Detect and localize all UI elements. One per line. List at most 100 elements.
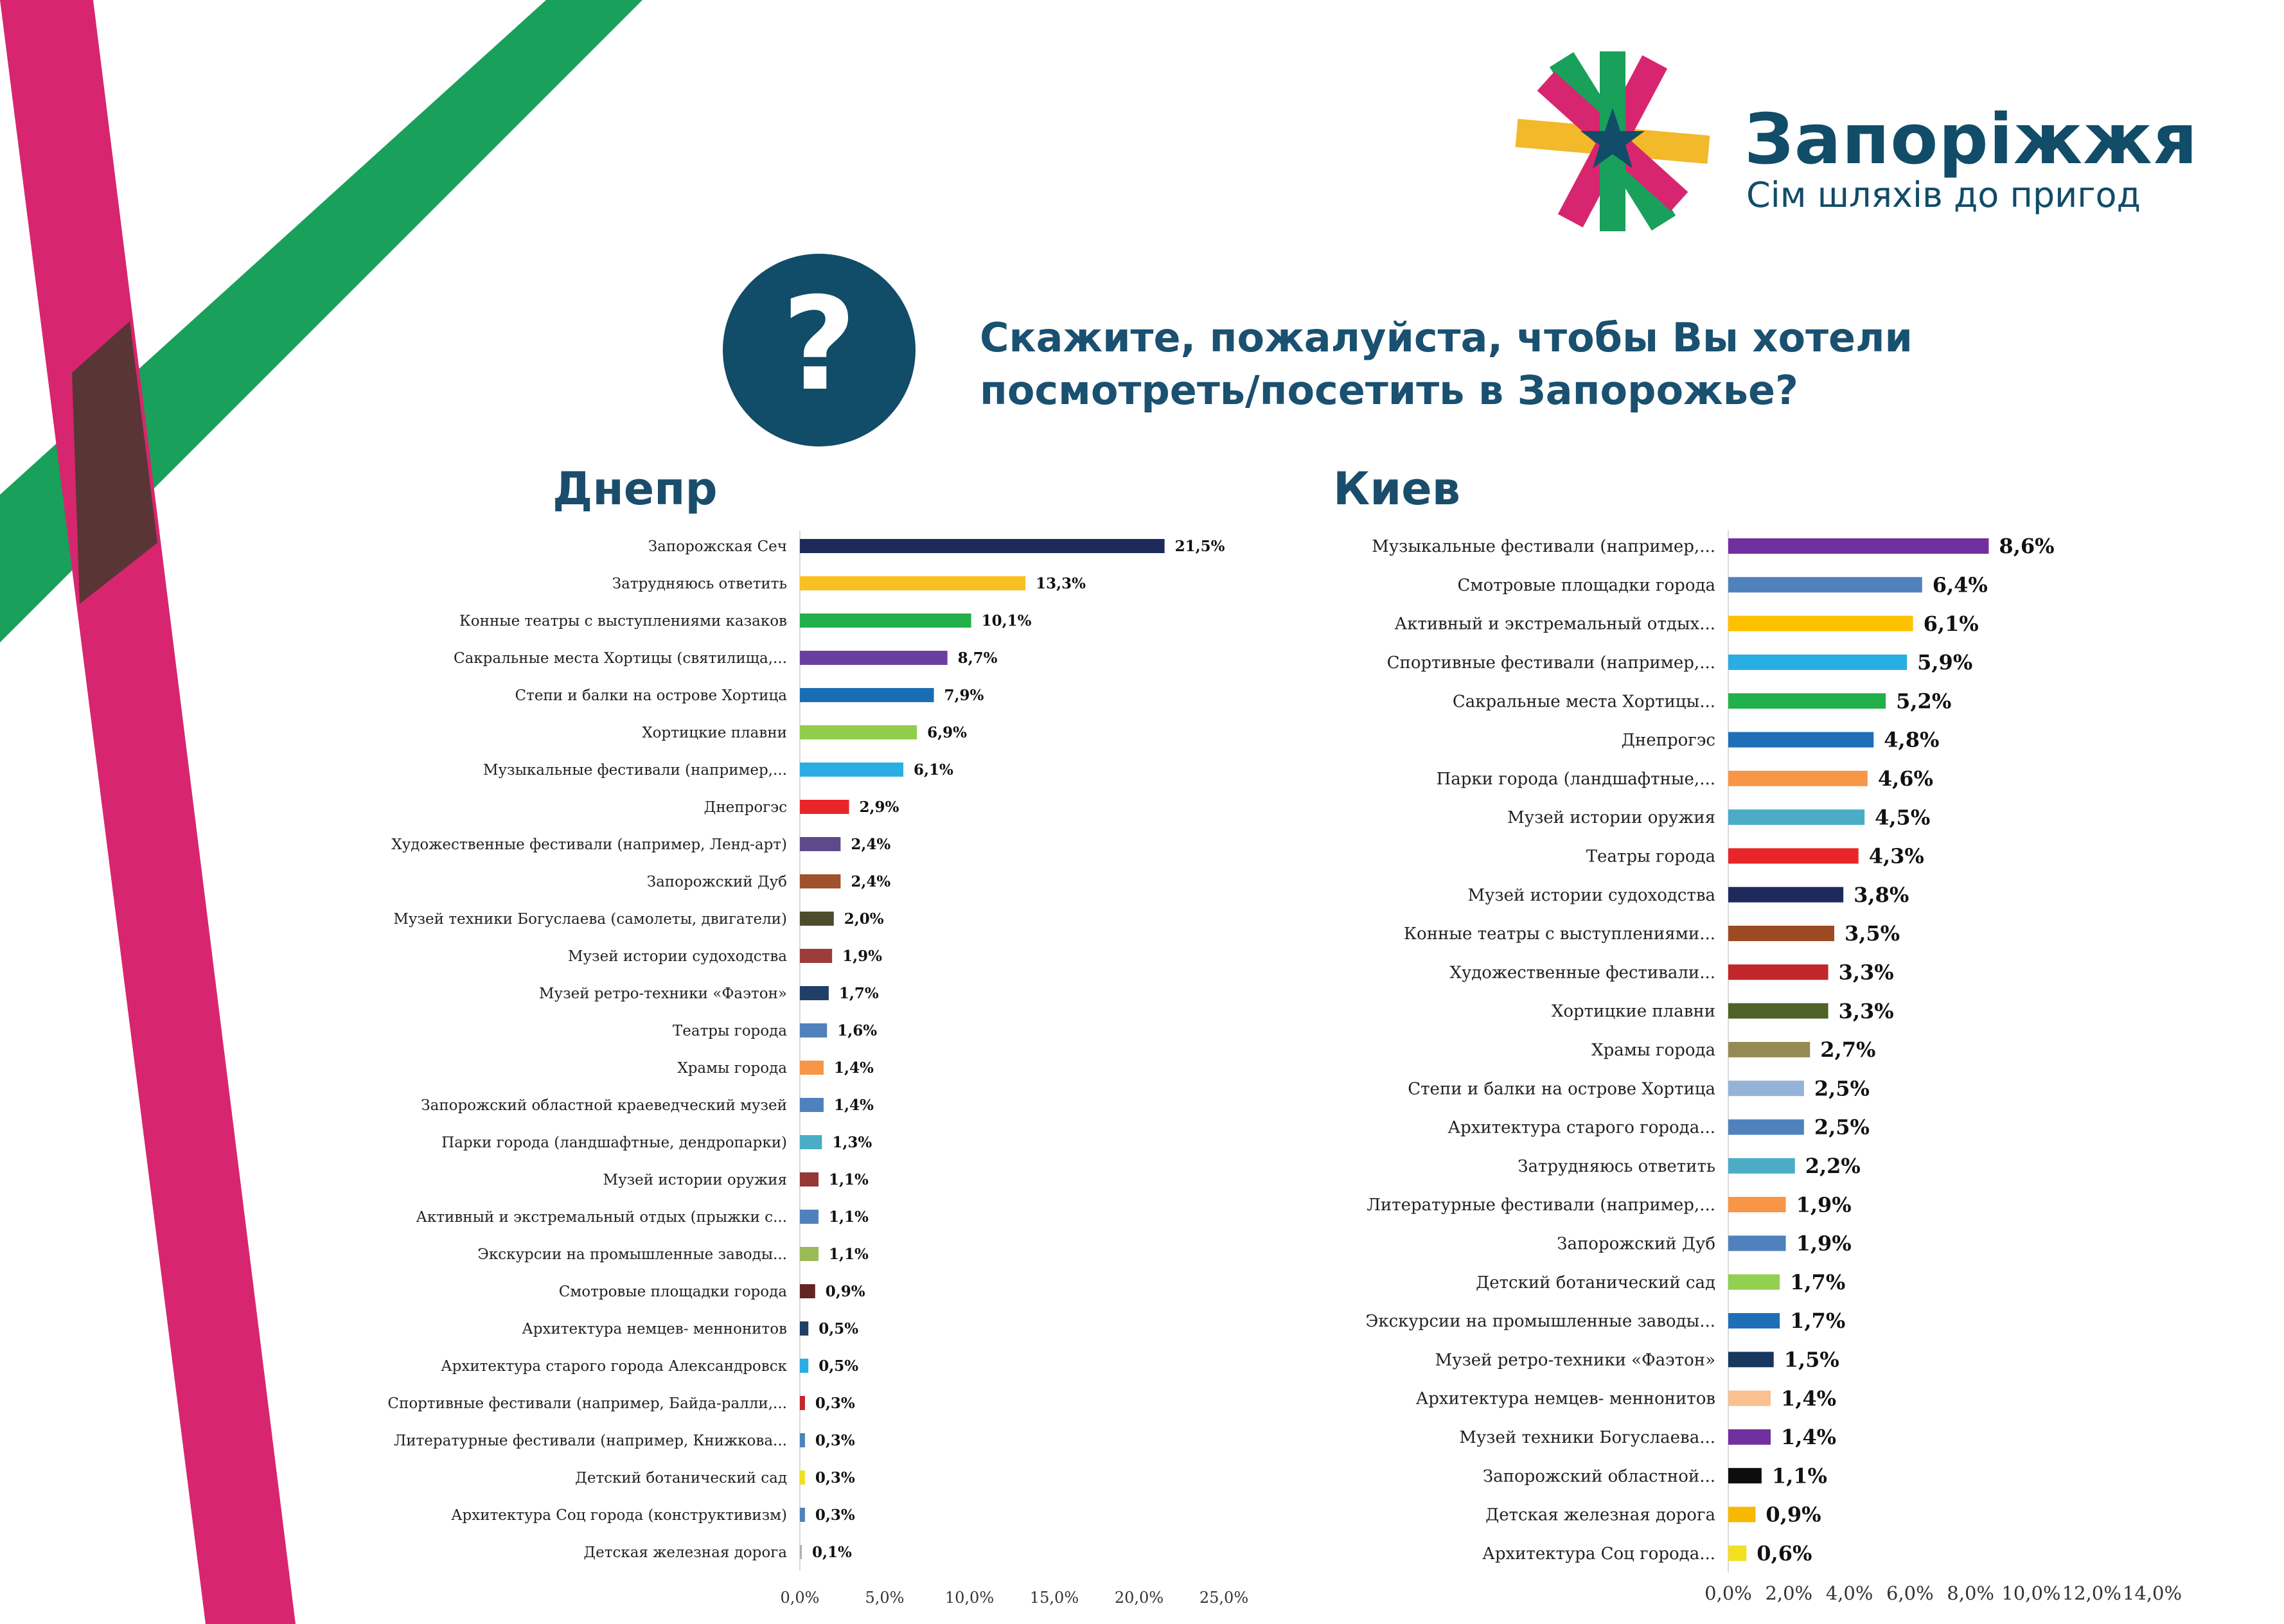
- bar: [1728, 1429, 1771, 1445]
- x-tick-label: 8,0%: [1947, 1582, 1994, 1604]
- bar: [1728, 1235, 1786, 1251]
- value-label: 4,5%: [1875, 805, 1930, 829]
- value-label: 2,4%: [851, 836, 890, 853]
- bar: [1728, 770, 1868, 786]
- category-label: Затрудняюсь ответить: [612, 576, 787, 592]
- bar: [1728, 848, 1859, 864]
- bar: [800, 986, 829, 1000]
- bar: [800, 1172, 819, 1187]
- category-label: Хортицкие плавни: [1552, 1002, 1715, 1021]
- bar: [800, 688, 934, 702]
- stripe-overlap: [72, 321, 157, 604]
- bar: [800, 1396, 805, 1410]
- category-label: Художественные фестивали...: [1449, 963, 1715, 982]
- x-tick-label: 4,0%: [1826, 1582, 1873, 1604]
- bar: [800, 613, 971, 628]
- question-line-1: Скажите, пожалуйста, чтобы Вы хотели: [980, 314, 1913, 361]
- bar: [1728, 693, 1886, 709]
- value-label: 6,1%: [914, 761, 953, 779]
- category-label: Музей ретро-техники «Фаэтон»: [539, 985, 787, 1002]
- bar: [800, 1321, 809, 1336]
- category-label: Музей истории оружия: [1507, 808, 1715, 827]
- category-label: Спортивные фестивали (например, Байда-ра…: [387, 1395, 787, 1412]
- category-label: Смотровые площадки города: [1457, 576, 1715, 595]
- value-label: 8,7%: [958, 649, 998, 667]
- bar: [1728, 577, 1922, 593]
- brand-tagline: Сім шляхів до пригод: [1746, 175, 2141, 215]
- category-label: Музыкальные фестивали (например,...: [483, 762, 787, 779]
- value-label: 2,2%: [1805, 1154, 1861, 1178]
- bar: [800, 1433, 805, 1447]
- value-label: 2,4%: [851, 873, 890, 890]
- value-label: 3,3%: [1839, 999, 1894, 1023]
- category-label: Активный и экстремальный отдых (прыжки с…: [416, 1209, 787, 1226]
- category-label: Храмы города: [1591, 1041, 1715, 1060]
- category-label: Архитектура немцев- меннонитов: [1416, 1390, 1715, 1409]
- value-label: 2,5%: [1814, 1076, 1870, 1100]
- value-label: 0,3%: [815, 1432, 855, 1449]
- value-label: 4,6%: [1878, 766, 1933, 791]
- bar: [800, 874, 841, 888]
- bar: [800, 1359, 809, 1373]
- value-label: 1,5%: [1784, 1348, 1839, 1372]
- category-label: Хортицкие плавни: [642, 725, 787, 741]
- value-label: 0,3%: [815, 1395, 855, 1412]
- category-label: Парки города (ландшафтные,...: [1437, 770, 1715, 789]
- value-label: 21,5%: [1175, 538, 1225, 555]
- value-label: 0,6%: [1757, 1541, 1812, 1566]
- value-label: 10,1%: [982, 612, 1032, 630]
- bar: [1728, 615, 1913, 631]
- x-tick-label: 15,0%: [1030, 1589, 1079, 1607]
- bar: [1728, 1274, 1780, 1290]
- value-label: 1,3%: [832, 1134, 872, 1151]
- value-label: 1,1%: [1772, 1463, 1827, 1488]
- bar: [1728, 654, 1908, 670]
- category-label: Музей истории судоходства: [568, 948, 787, 965]
- value-label: 1,4%: [834, 1059, 874, 1077]
- value-label: 0,5%: [819, 1357, 858, 1375]
- bar: [800, 1470, 805, 1485]
- bar: [800, 800, 849, 814]
- value-label: 2,0%: [844, 910, 884, 928]
- bar: [1728, 1158, 1795, 1174]
- x-tick-label: 10,0%: [945, 1589, 994, 1607]
- value-label: 0,9%: [1766, 1503, 1821, 1527]
- x-tick-label: 20,0%: [1115, 1589, 1164, 1607]
- value-label: 2,7%: [1820, 1037, 1875, 1062]
- survey-question: Скажите, пожалуйста, чтобы Вы хотели пос…: [980, 312, 1913, 417]
- category-label: Литературные фестивали (например, Книжко…: [394, 1433, 787, 1449]
- bar: [1728, 1390, 1771, 1406]
- bar: [800, 651, 948, 665]
- category-label: Архитектура старого города...: [1447, 1118, 1715, 1138]
- value-label: 13,3%: [1036, 575, 1086, 592]
- bar: [800, 1284, 815, 1298]
- x-tick-label: 12,0%: [2062, 1582, 2121, 1604]
- category-label: Запорожский Дуб: [647, 874, 787, 890]
- question-mark-icon: ?: [723, 254, 916, 446]
- bar: [800, 763, 904, 777]
- category-label: Детская железная дорога: [1485, 1506, 1715, 1525]
- x-tick-label: 14,0%: [2123, 1582, 2182, 1604]
- category-label: Запорожский областной...: [1483, 1467, 1715, 1486]
- bar: [1728, 1119, 1804, 1135]
- bar: [1728, 1197, 1786, 1213]
- value-label: 6,4%: [1933, 573, 1988, 597]
- category-label: Активный и экстремальный отдых...: [1395, 615, 1716, 634]
- bar: [800, 576, 1026, 590]
- bar: [1728, 887, 1844, 903]
- category-label: Конные театры с выступлениями казаков: [459, 613, 787, 630]
- value-label: 1,7%: [839, 985, 879, 1002]
- value-label: 8,6%: [1999, 534, 2054, 558]
- value-label: 3,8%: [1854, 883, 1909, 907]
- category-label: Музей истории оружия: [603, 1172, 787, 1188]
- x-tick-label: 25,0%: [1200, 1589, 1248, 1607]
- bar: [800, 1210, 819, 1224]
- bar: [1728, 732, 1874, 748]
- category-label: Днепрогэс: [1622, 731, 1715, 750]
- bar: [1728, 1506, 1756, 1522]
- category-label: Степи и балки на острове Хортица: [515, 687, 788, 704]
- value-label: 3,3%: [1839, 960, 1894, 985]
- bar: [800, 1023, 828, 1037]
- category-label: Конные театры с выступлениями...: [1404, 924, 1715, 944]
